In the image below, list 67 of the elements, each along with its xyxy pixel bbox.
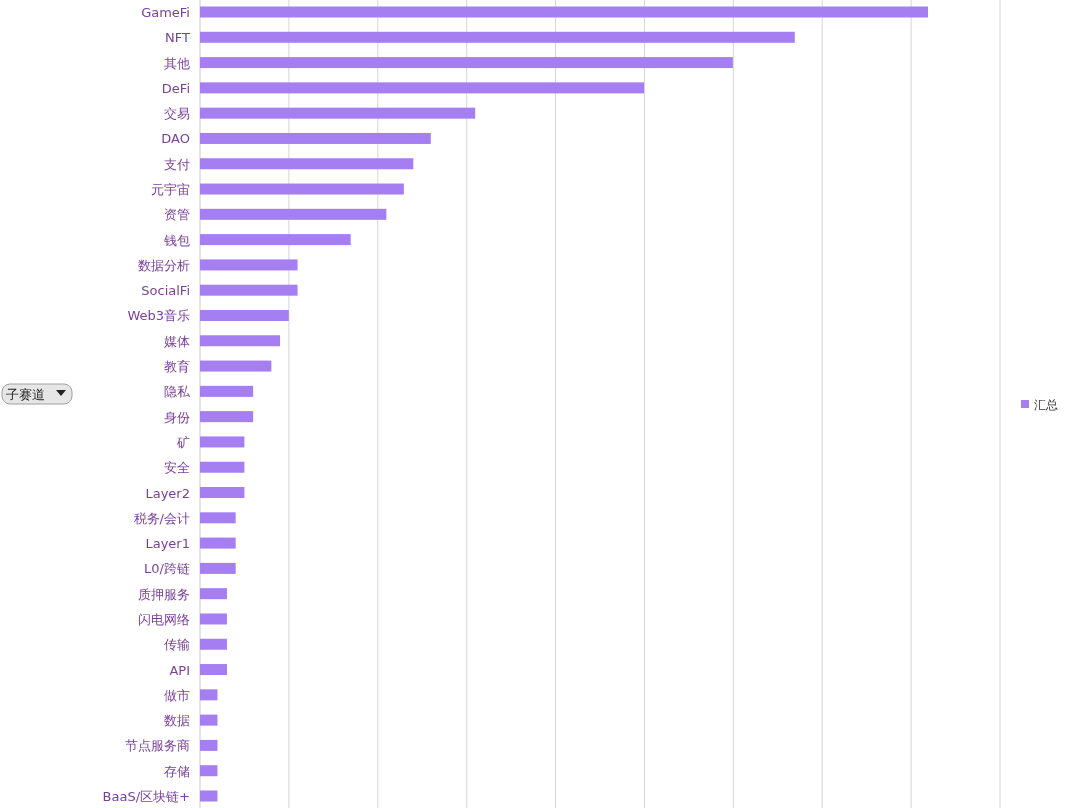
legend-label: 汇总: [1034, 398, 1058, 412]
bar: [200, 689, 218, 701]
bar: [200, 234, 351, 246]
bar: [200, 360, 272, 372]
y-tick-label: API: [169, 662, 190, 678]
y-tick-label: Layer1: [145, 536, 190, 552]
y-tick-label: SocialFi: [141, 283, 190, 299]
bar: [200, 31, 795, 43]
y-tick-label: 其他: [164, 55, 190, 71]
y-tick-label: DeFi: [161, 80, 190, 96]
y-tick-label: 节点服务商: [125, 738, 190, 754]
bar: [200, 790, 218, 802]
bar: [200, 588, 227, 600]
y-tick-label: L0/跨链: [144, 561, 190, 577]
y-tick-label: 数据分析: [138, 257, 190, 273]
bar: [200, 259, 298, 271]
bar: [200, 562, 236, 574]
bar: [200, 765, 218, 777]
y-tick-label: BaaS/区块链+: [102, 789, 190, 804]
y-tick-label: 矿: [176, 434, 190, 450]
y-tick-label: 安全: [164, 460, 190, 476]
bar: [200, 132, 431, 144]
bar: [200, 664, 227, 676]
y-tick-label: 数据: [164, 713, 190, 729]
bar: [200, 714, 218, 726]
bar: [200, 638, 227, 650]
bar: [200, 57, 733, 69]
bar: [200, 461, 245, 473]
bar: [200, 739, 218, 751]
bar: [200, 613, 227, 625]
y-tick-label: 交易: [164, 106, 190, 122]
y-tick-label: 元宇宙: [151, 182, 190, 198]
y-tick-label: GameFi: [141, 5, 190, 20]
y-tick-label: 存储: [164, 763, 190, 779]
bar: [200, 309, 289, 321]
bar: [200, 335, 281, 347]
y-tick-label: Layer2: [145, 485, 190, 501]
y-tick-label: 媒体: [164, 333, 190, 349]
bar: [200, 537, 236, 549]
bar: [200, 436, 245, 448]
bar: [200, 284, 298, 296]
y-tick-label: 身份: [164, 409, 190, 425]
y-tick-label: NFT: [165, 30, 191, 46]
y-tick-label: 税务/会计: [133, 510, 190, 526]
y-tick-label: Web3音乐: [127, 308, 190, 324]
bar: [200, 208, 387, 220]
bar: [200, 158, 414, 170]
y-tick-label: 质押服务: [138, 586, 190, 602]
y-tick-label: 传输: [164, 637, 190, 653]
y-tick-label: DAO: [161, 131, 190, 147]
bar: [200, 107, 476, 119]
bar: [200, 512, 236, 524]
field-button: 子赛道: [1, 383, 73, 405]
bar: [200, 385, 254, 397]
y-tick-label: 闪电网络: [138, 611, 190, 627]
bar: [200, 183, 404, 195]
y-tick-label: 资管: [164, 207, 190, 223]
y-tick-label: 隐私: [164, 384, 191, 400]
y-tick-label: 做市: [164, 687, 190, 703]
y-axis-title: 子赛道: [6, 387, 45, 402]
bar: [200, 411, 254, 423]
bar: [200, 487, 245, 499]
y-tick-label: 钱包: [163, 232, 190, 248]
y-tick-label: 支付: [164, 156, 190, 172]
y-tick-label: 教育: [164, 359, 190, 375]
bar: [200, 6, 928, 18]
bar: [200, 82, 645, 94]
